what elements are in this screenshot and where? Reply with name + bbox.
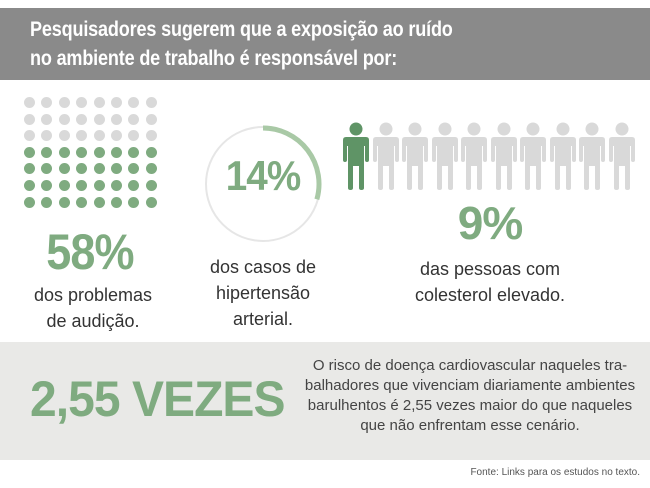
grid-dot — [24, 130, 35, 142]
hypertension-label: dos casos de hipertensão arterial. — [190, 254, 336, 332]
grid-dot — [128, 97, 140, 108]
grid-dot — [58, 180, 70, 191]
grid-dot — [111, 196, 122, 208]
person-icon — [608, 122, 635, 190]
grid-dot — [145, 163, 157, 175]
person-icon — [490, 122, 517, 190]
cholesterol-percentage: 9% — [457, 197, 523, 249]
grid-dot — [111, 113, 122, 125]
person-icon — [579, 122, 605, 190]
hearing-label-line-2: de audição. — [46, 311, 140, 331]
cholesterol-label-line-1: das pessoas com — [419, 259, 561, 279]
grid-dot — [145, 113, 157, 125]
grid-dot — [58, 113, 70, 125]
grid-dot — [93, 146, 105, 158]
grid-dot — [58, 130, 70, 142]
grid-dot — [93, 97, 105, 108]
grid-dot — [76, 163, 88, 175]
grid-dot — [58, 163, 70, 175]
bottom-band — [0, 342, 650, 460]
person-icon — [431, 122, 458, 190]
hearing-label: dos problemas de audição. — [0, 282, 186, 334]
grid-dot — [58, 146, 70, 158]
grid-dot — [76, 180, 88, 191]
grid-dot — [93, 163, 105, 175]
grid-dot — [24, 163, 35, 175]
risk-multiplier: 2,55 VEZES — [30, 371, 286, 427]
person-icon — [520, 122, 546, 190]
hypertension-label-line-3: arterial. — [232, 309, 294, 329]
cholesterol-label-line-2: colesterol elevado. — [414, 285, 566, 305]
grid-dot — [24, 196, 35, 208]
header-title-line-1: Pesquisadores sugerem que a exposição ao… — [30, 18, 453, 41]
hypertension-label-line-1: dos casos de — [209, 257, 317, 277]
grid-dot — [145, 130, 157, 142]
risk-description-line-4: que não enfrentam esse cenário. — [360, 417, 580, 434]
grid-dot — [41, 196, 53, 208]
grid-dot — [58, 196, 70, 208]
grid-dot — [41, 163, 53, 175]
cholesterol-label: das pessoas com colesterol elevado. — [390, 256, 590, 308]
grid-dot — [145, 146, 157, 158]
hearing-dot-grid — [24, 97, 174, 221]
grid-dot — [41, 180, 53, 191]
grid-dot — [111, 180, 122, 191]
person-icon — [402, 122, 428, 190]
hypertension-percentage: 14% — [225, 152, 301, 199]
grid-dot — [76, 196, 88, 208]
grid-dot — [145, 97, 157, 108]
grid-dot — [76, 146, 88, 158]
grid-dot — [111, 146, 122, 158]
grid-dot — [41, 113, 53, 125]
grid-dot — [145, 180, 157, 191]
grid-dot — [24, 146, 35, 158]
grid-dot — [58, 97, 70, 108]
grid-dot — [24, 180, 35, 191]
hypertension-ring — [205, 125, 322, 242]
grid-dot — [128, 163, 140, 175]
risk-description: O risco de doença cardiovascular naquele… — [300, 356, 640, 436]
hearing-percentage: 58% — [46, 224, 134, 280]
grid-dot — [93, 113, 105, 125]
grid-dot — [111, 97, 122, 108]
grid-dot — [128, 180, 140, 191]
risk-description-line-2: balhadores que vivenciam diariamente amb… — [304, 377, 636, 394]
grid-dot — [41, 146, 53, 158]
person-icon — [461, 122, 487, 190]
source-note: Fonte: Links para os estudos no texto. — [470, 467, 640, 478]
header-title-line-2: no ambiente de trabalho é responsável po… — [30, 47, 398, 70]
person-icon — [343, 122, 369, 190]
grid-dot — [93, 130, 105, 142]
grid-dot — [76, 113, 88, 125]
person-icon — [549, 122, 576, 190]
hypertension-label-line-2: hipertensão — [215, 283, 311, 303]
header-banner: Pesquisadores sugerem que a exposição ao… — [0, 8, 650, 80]
grid-dot — [128, 146, 140, 158]
grid-dot — [76, 97, 88, 108]
grid-dot — [145, 196, 157, 208]
risk-description-line-1: O risco de doença cardiovascular naquele… — [312, 357, 628, 374]
grid-dot — [41, 97, 53, 108]
risk-description-line-3: barulhentos é 2,55 vezes maior do que na… — [307, 397, 633, 414]
grid-dot — [41, 130, 53, 142]
grid-dot — [93, 196, 105, 208]
grid-dot — [128, 130, 140, 142]
grid-dot — [93, 180, 105, 191]
grid-dot — [128, 196, 140, 208]
grid-dot — [24, 97, 35, 108]
hearing-label-line-1: dos problemas — [33, 285, 153, 305]
grid-dot — [111, 163, 122, 175]
grid-dot — [76, 130, 88, 142]
grid-dot — [24, 113, 35, 125]
grid-dot — [128, 113, 140, 125]
ring-progress-arc — [262, 125, 322, 200]
person-icon — [372, 122, 399, 190]
people-row — [343, 122, 643, 192]
grid-dot — [111, 130, 122, 142]
